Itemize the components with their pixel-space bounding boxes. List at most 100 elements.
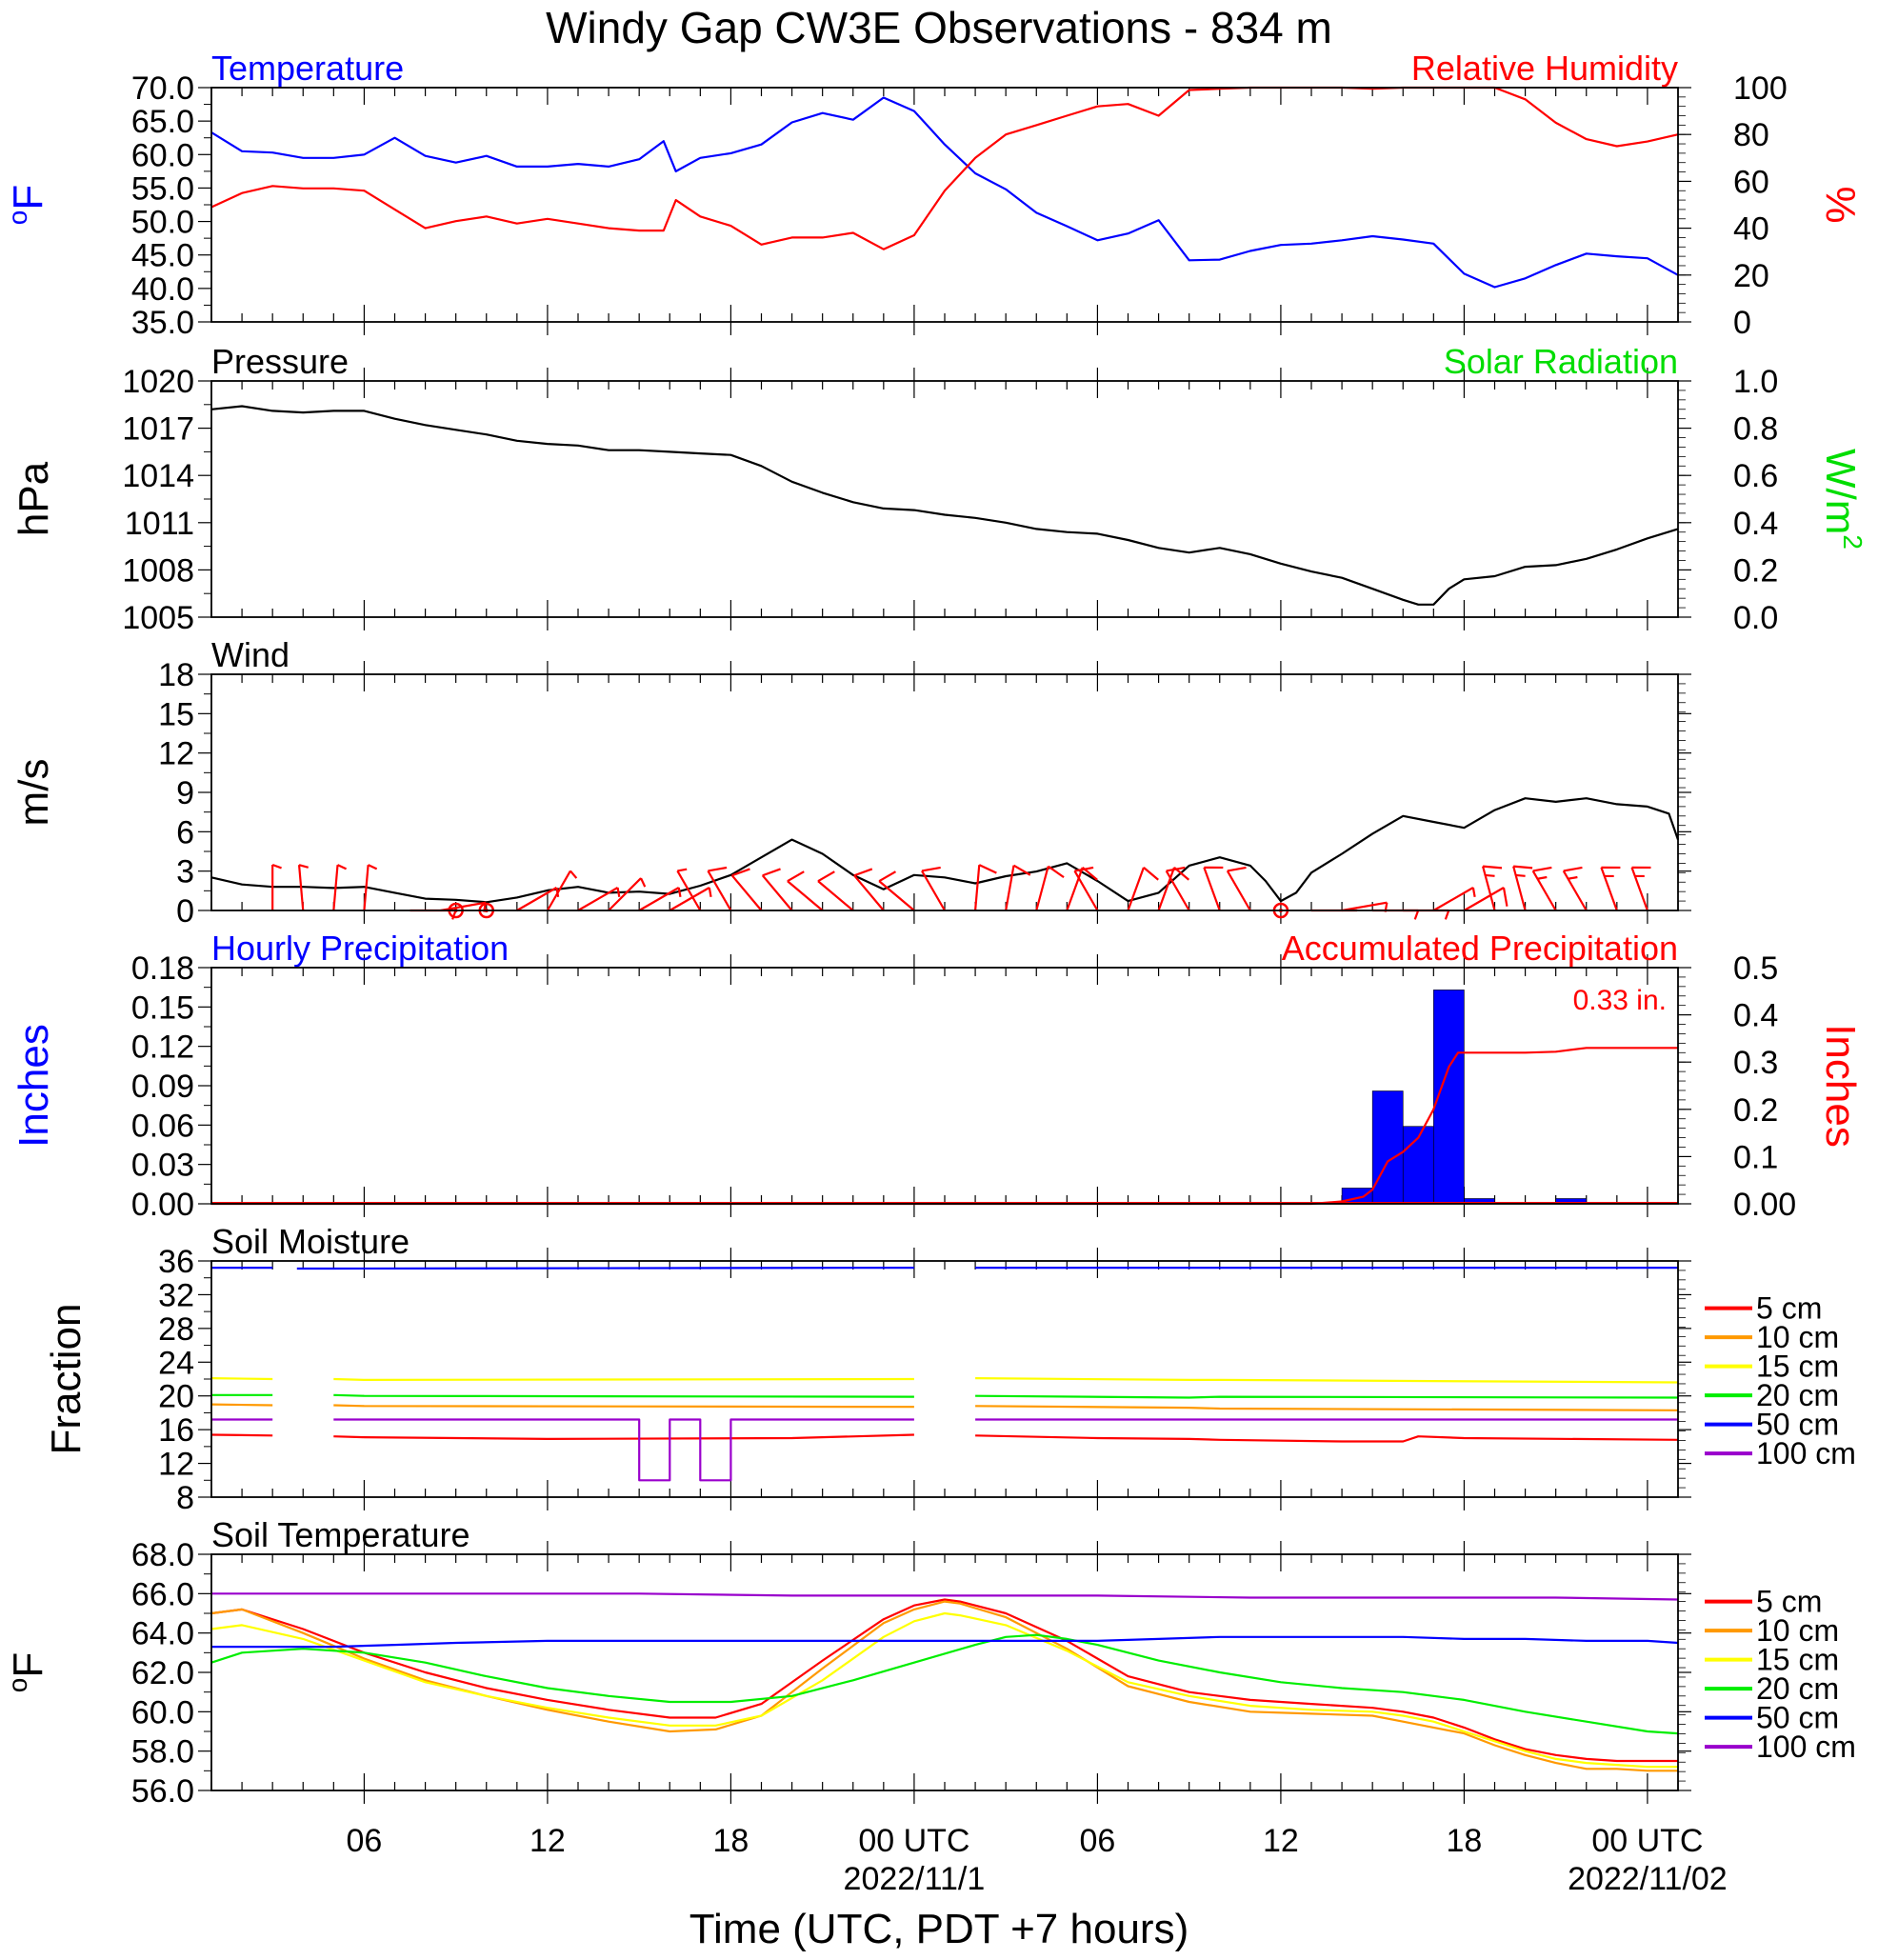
wind-barb-staff xyxy=(1482,866,1496,911)
wind-barb xyxy=(730,868,763,911)
wind-barb-staff xyxy=(1203,867,1221,911)
wind-barb-staff xyxy=(1073,870,1099,911)
wind-barb xyxy=(1432,887,1476,911)
wind-barb-flag xyxy=(1143,867,1159,881)
series-line-10-cm xyxy=(210,1403,1679,1411)
y-tick-label: 16 xyxy=(158,1412,194,1449)
y-axis-label: oF xyxy=(3,1652,51,1692)
y-tick-label: 58.0 xyxy=(131,1734,194,1770)
panel-frame xyxy=(210,87,1679,323)
wind-barb xyxy=(1403,909,1450,920)
wind-barb-flag xyxy=(271,863,282,870)
wind-barb-staff xyxy=(921,870,946,911)
y-tick-label: 0.06 xyxy=(131,1108,194,1144)
series-line-20-cm xyxy=(211,1393,1679,1399)
y-axis-label: hPa xyxy=(10,461,57,536)
wind-barb-flag xyxy=(1074,866,1094,872)
y-tick-label: 6 xyxy=(176,814,194,850)
wind-barb-staff xyxy=(363,865,370,911)
wind-barb xyxy=(1372,909,1420,920)
wind-barb-staff xyxy=(1630,867,1648,911)
y-axis-label-degree: o xyxy=(3,1678,32,1693)
x-tick-date: 2022/11/02 xyxy=(1568,1861,1728,1897)
wind-barb-staff xyxy=(1562,870,1588,911)
wind-barb-staff xyxy=(638,887,680,911)
panels: 35.040.045.050.055.060.065.070.002040608… xyxy=(3,49,1868,1810)
legend-label: 100 cm xyxy=(1756,1730,1856,1764)
legend-label: 10 cm xyxy=(1756,1320,1839,1354)
wind-barb-staff xyxy=(669,887,710,911)
y-tick-label: 15 xyxy=(158,696,194,732)
wind-barb xyxy=(921,866,946,911)
wind-barb xyxy=(297,864,310,911)
precip-bar xyxy=(1402,1126,1434,1205)
x-tick-label: 00 UTC xyxy=(1591,1823,1703,1859)
y-right-axis-label: Inches xyxy=(1817,1024,1864,1148)
wind-barb-staff xyxy=(1341,901,1388,912)
y-right-axis-label-base: W/m xyxy=(1817,449,1864,534)
wind-barb xyxy=(1005,864,1031,911)
wind-barb xyxy=(1512,865,1533,911)
y-tick-label: 28 xyxy=(158,1311,194,1348)
wind-barb-flag xyxy=(708,887,712,898)
panel-title-right: Solar Radiation xyxy=(1444,342,1678,381)
wind-barb xyxy=(973,864,997,911)
panel-frame xyxy=(210,1553,1679,1791)
wind-barb-flag xyxy=(1513,865,1533,870)
y-axis-label-degree: o xyxy=(3,210,32,226)
legend-label: 5 cm xyxy=(1756,1585,1822,1619)
wind-barb-flag xyxy=(978,864,997,874)
y-right-tick-label: 0.3 xyxy=(1733,1045,1778,1081)
legend-label: 50 cm xyxy=(1756,1408,1839,1442)
wind-barb-staff xyxy=(1005,865,1015,911)
wind-barb-flag xyxy=(1413,910,1420,920)
y-axis-label-unit: F xyxy=(5,185,51,210)
wind-barb-flag xyxy=(878,870,897,883)
wind-barb-flag xyxy=(1568,875,1578,880)
wind-barb-staff xyxy=(817,880,854,911)
y-tick-label: 20 xyxy=(158,1379,194,1415)
wind-barb-flag xyxy=(1482,865,1503,870)
y-tick-label: 1014 xyxy=(122,458,194,494)
wind-barb-staff xyxy=(707,870,732,911)
y-tick-label: 0 xyxy=(176,893,194,930)
x-tick-label: 12 xyxy=(1263,1823,1299,1859)
y-tick-label: 62.0 xyxy=(131,1655,194,1691)
y-tick-label: 1011 xyxy=(125,506,194,542)
wind-barb-staff xyxy=(853,874,885,911)
x-tick-label: 18 xyxy=(1447,1823,1483,1859)
wind-barb-staff xyxy=(297,865,305,911)
wind-barb-flag xyxy=(1563,866,1583,872)
panel-title-left: Wind xyxy=(211,635,290,674)
wind-barb-flag xyxy=(1166,866,1186,872)
x-tick-date: 2022/11/1 xyxy=(844,1861,986,1897)
y-tick-label: 55.0 xyxy=(131,170,194,207)
wind-barb-staff xyxy=(440,901,487,912)
legend-label: 15 cm xyxy=(1756,1643,1839,1677)
panel-frame xyxy=(210,673,1679,911)
series-line-pressure xyxy=(210,405,1679,606)
wind-barb-staff xyxy=(1512,866,1527,911)
series-line-15-cm xyxy=(210,1611,1678,1769)
wind-barb xyxy=(761,868,793,911)
y-tick-label: 1017 xyxy=(122,411,194,448)
wind-barb xyxy=(1165,866,1190,911)
wind-barb-flag xyxy=(1502,887,1508,907)
wind-barb-flag xyxy=(1515,873,1526,877)
x-tick-label: 06 xyxy=(1080,1823,1116,1859)
series-line-10-cm xyxy=(210,1600,1678,1772)
y-tick-label: 0.18 xyxy=(131,950,194,987)
y-right-tick-label: 1.0 xyxy=(1733,364,1778,400)
y-tick-label: 64.0 xyxy=(131,1616,194,1652)
panel-soil_temperature: 56.058.0 60.062.064.0 66.068.0 Soil Tempera… xyxy=(3,1515,1856,1810)
panel-title-left: Soil Temperature xyxy=(211,1515,470,1554)
panel-temperature_humidity: 35.040.045.050.055.060.065.070.0 0 20 40 60 8… xyxy=(3,49,1864,341)
panel-title-left: Hourly Precipitation xyxy=(211,929,509,968)
precip-bar xyxy=(1371,1090,1404,1205)
y-axis-label: oF xyxy=(3,185,51,225)
panel-title-right: Accumulated Precipitation xyxy=(1282,929,1678,968)
wind-barb-staff xyxy=(1531,870,1557,911)
wind-barb xyxy=(853,868,885,911)
wind-barb-flag xyxy=(921,866,941,872)
